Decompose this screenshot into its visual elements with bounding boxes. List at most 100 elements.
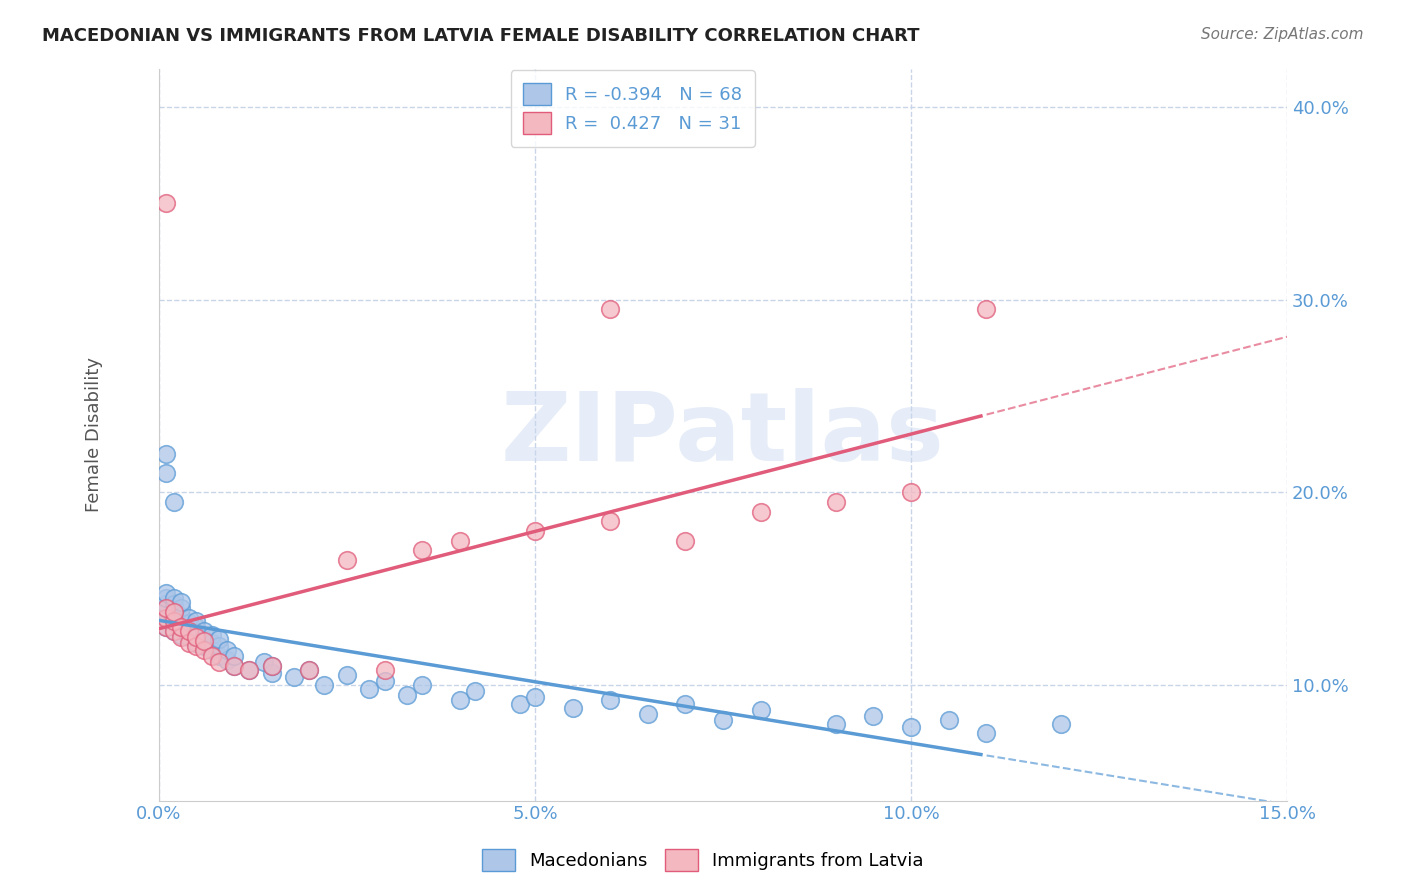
Point [411, 678, 433, 692]
Point [673, 533, 696, 548]
Point [163, 616, 186, 631]
Point [373, 663, 395, 677]
Point [862, 709, 884, 723]
Point [177, 630, 200, 644]
Point [155, 601, 177, 615]
Point [974, 302, 997, 317]
Point [260, 658, 283, 673]
Point [170, 595, 193, 609]
Point [193, 632, 215, 646]
Legend: R = -0.394   N = 68, R =  0.427   N = 31: R = -0.394 N = 68, R = 0.427 N = 31 [510, 70, 755, 147]
Point [396, 688, 419, 702]
Point [509, 698, 531, 712]
Point [155, 196, 177, 211]
Point [260, 658, 283, 673]
Point [193, 633, 215, 648]
Point [208, 632, 231, 646]
Point [163, 605, 186, 619]
Point [900, 485, 922, 500]
Point [155, 447, 177, 461]
Point [208, 640, 231, 654]
Point [599, 302, 621, 317]
Point [449, 693, 471, 707]
Point [599, 693, 621, 707]
Point [938, 713, 960, 727]
Point [170, 601, 193, 615]
Text: Source: ZipAtlas.com: Source: ZipAtlas.com [1201, 27, 1364, 42]
Point [449, 533, 471, 548]
Point [155, 620, 177, 634]
Point [222, 658, 245, 673]
Point [900, 720, 922, 734]
Point [749, 703, 772, 717]
Point [163, 610, 186, 624]
Point [163, 597, 186, 611]
Point [155, 610, 177, 624]
Point [163, 495, 186, 509]
Point [523, 524, 546, 538]
Point [177, 624, 200, 638]
Point [373, 674, 395, 689]
Point [200, 635, 222, 649]
Point [186, 615, 208, 629]
Point [193, 643, 215, 657]
Point [155, 605, 177, 619]
Point [186, 620, 208, 634]
Point [177, 610, 200, 624]
Point [163, 591, 186, 606]
Point [749, 505, 772, 519]
Point [411, 543, 433, 558]
Point [186, 630, 208, 644]
Point [163, 624, 186, 638]
Point [298, 663, 321, 677]
Point [193, 624, 215, 638]
Point [177, 624, 200, 638]
Point [238, 663, 260, 677]
Point [314, 678, 336, 692]
Legend: Macedonians, Immigrants from Latvia: Macedonians, Immigrants from Latvia [475, 842, 931, 879]
Point [186, 635, 208, 649]
Point [170, 620, 193, 634]
Point [283, 670, 305, 684]
Point [170, 615, 193, 629]
Point [193, 640, 215, 654]
Point [163, 605, 186, 619]
Point [200, 643, 222, 657]
Point [523, 690, 546, 704]
Point [155, 466, 177, 480]
Point [155, 591, 177, 606]
Point [155, 620, 177, 634]
Text: ZIPatlas: ZIPatlas [501, 388, 945, 481]
Point [599, 514, 621, 528]
Point [170, 630, 193, 644]
Point [177, 635, 200, 649]
Point [222, 658, 245, 673]
Point [170, 620, 193, 634]
Point [253, 655, 276, 669]
Point [215, 653, 238, 667]
Point [974, 726, 997, 740]
Point [222, 649, 245, 664]
Point [155, 597, 177, 611]
Point [163, 615, 186, 629]
Point [163, 624, 186, 638]
Point [155, 585, 177, 599]
Point [464, 683, 486, 698]
Point [215, 643, 238, 657]
Point [359, 681, 381, 696]
Point [238, 663, 260, 677]
Point [200, 649, 222, 664]
Point [260, 666, 283, 681]
Point [186, 628, 208, 642]
Point [170, 628, 193, 642]
Text: MACEDONIAN VS IMMIGRANTS FROM LATVIA FEMALE DISABILITY CORRELATION CHART: MACEDONIAN VS IMMIGRANTS FROM LATVIA FEM… [42, 27, 920, 45]
Point [208, 655, 231, 669]
Point [824, 495, 846, 509]
Point [637, 706, 659, 721]
Point [208, 649, 231, 664]
Point [155, 610, 177, 624]
Point [170, 608, 193, 623]
Point [200, 628, 222, 642]
Y-axis label: Female Disability: Female Disability [86, 357, 103, 512]
Point [561, 701, 583, 715]
